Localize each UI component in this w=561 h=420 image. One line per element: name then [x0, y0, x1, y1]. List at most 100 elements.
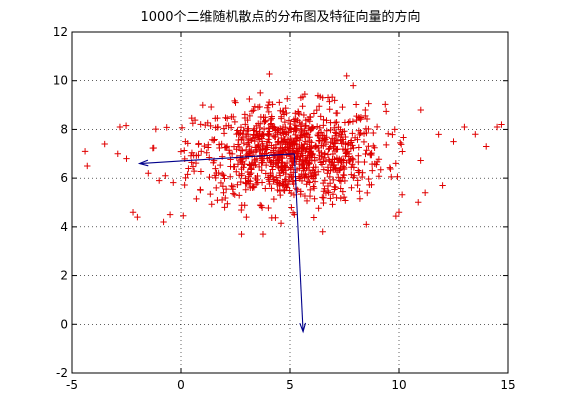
scatter-point — [211, 172, 219, 179]
scatter-point — [258, 138, 266, 145]
y-tick-label: 0 — [60, 317, 68, 331]
scatter-point — [315, 147, 323, 155]
scatter-point — [310, 183, 317, 190]
scatter-point — [340, 193, 348, 201]
scatter-point — [349, 161, 356, 168]
scatter-point — [323, 117, 330, 124]
scatter-point — [101, 140, 108, 148]
scatter-point — [395, 209, 403, 216]
scatter-point — [337, 194, 344, 202]
scatter-point — [287, 164, 295, 172]
scatter-point — [274, 179, 282, 186]
scatter-point — [203, 149, 210, 156]
scatter-point — [207, 190, 214, 198]
scatter-point — [291, 137, 298, 145]
scatter-point — [297, 173, 304, 181]
scatter-point — [197, 186, 204, 193]
scatter-point — [280, 130, 287, 137]
scatter-point — [391, 126, 398, 133]
scatter-point — [265, 204, 272, 212]
scatter-point — [192, 159, 200, 167]
scatter-point — [235, 136, 242, 144]
x-tick-label: 15 — [500, 378, 515, 392]
scatter-point — [382, 101, 389, 108]
scatter-point — [177, 148, 185, 155]
scatter-point — [320, 132, 328, 139]
scatter-point — [289, 178, 296, 185]
scatter-point — [211, 136, 218, 143]
scatter-point — [315, 103, 323, 110]
scatter-point — [316, 124, 324, 132]
scatter-point — [356, 188, 363, 195]
scatter-point — [269, 101, 276, 108]
scatter-point — [272, 141, 280, 149]
scatter-point — [373, 158, 381, 166]
scatter-point — [257, 147, 264, 154]
scatter-point — [331, 119, 339, 127]
scatter-point — [298, 125, 305, 133]
scatter-point — [282, 182, 290, 190]
scatter-point — [315, 137, 323, 144]
scatter-point — [353, 116, 360, 124]
scatter-point — [268, 214, 275, 222]
scatter-point — [239, 147, 246, 154]
scatter-point — [365, 175, 372, 183]
scatter-point — [281, 176, 289, 183]
scatter-point — [289, 141, 296, 149]
scatter-point — [287, 151, 294, 159]
scatter-point — [250, 162, 258, 169]
scatter-point — [338, 159, 345, 166]
scatter-point — [250, 149, 257, 156]
scatter-point — [145, 170, 152, 177]
scatter-point — [262, 145, 269, 153]
scatter-point — [224, 200, 231, 207]
scatter-point — [248, 166, 255, 173]
scatter-point — [377, 166, 384, 173]
scatter-point — [267, 121, 274, 128]
scatter-point — [257, 89, 264, 97]
scatter-series — [81, 70, 505, 238]
scatter-point — [208, 200, 215, 208]
scatter-point — [217, 161, 224, 169]
scatter-point — [304, 116, 312, 123]
scatter-point — [170, 179, 177, 186]
scatter-point — [284, 95, 291, 102]
scatter-point — [114, 150, 121, 157]
scatter-point — [335, 174, 342, 181]
scatter-point — [373, 123, 381, 131]
scatter-point — [221, 204, 228, 211]
scatter-point — [152, 125, 160, 133]
scatter-point — [320, 166, 327, 173]
scatter-point — [247, 178, 254, 185]
scatter-point — [242, 154, 250, 162]
scatter-point — [243, 213, 250, 221]
scatter-point — [242, 121, 249, 128]
scatter-point — [315, 205, 322, 212]
scatter-point — [303, 141, 311, 148]
scatter-point — [291, 124, 298, 132]
scatter-point — [239, 134, 247, 142]
scatter-point — [220, 172, 227, 179]
scatter-point — [322, 189, 330, 197]
scatter-point — [163, 124, 170, 131]
scatter-point — [322, 140, 330, 148]
scatter-point — [332, 184, 339, 191]
scatter-point — [362, 106, 369, 114]
eigenvector-line — [139, 153, 295, 165]
scatter-point — [281, 163, 288, 170]
scatter-point — [81, 148, 89, 155]
scatter-point — [248, 108, 256, 115]
scatter-point — [320, 154, 328, 161]
scatter-point — [300, 111, 308, 119]
scatter-point — [276, 180, 283, 187]
scatter-point — [498, 121, 505, 128]
scatter-point — [219, 183, 227, 190]
scatter-point — [387, 165, 394, 173]
scatter-point — [337, 126, 344, 133]
scatter-point — [220, 189, 227, 196]
y-tick-label: 10 — [53, 74, 68, 88]
scatter-point — [272, 160, 279, 168]
scatter-point — [285, 117, 293, 124]
scatter-point — [220, 125, 228, 132]
